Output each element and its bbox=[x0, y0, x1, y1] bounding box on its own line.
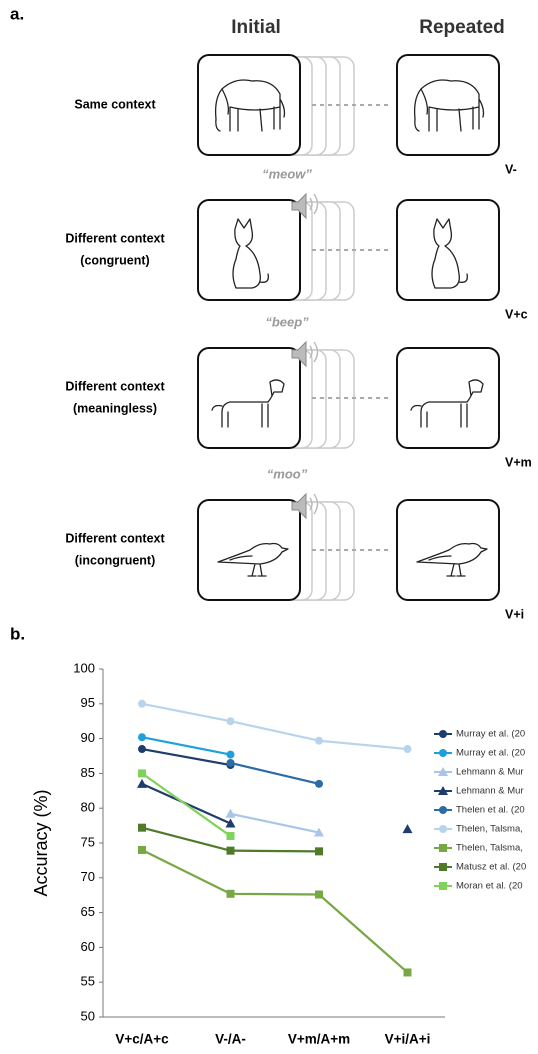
y-tick-label: 75 bbox=[81, 834, 95, 849]
stimulus-card bbox=[198, 348, 300, 448]
y-tick-label: 95 bbox=[81, 695, 95, 710]
condition-code: V+i bbox=[505, 607, 524, 621]
panel-a: a. Initial Repeated Same context V- Differ… bbox=[10, 4, 532, 621]
data-point bbox=[227, 751, 235, 759]
legend-marker bbox=[439, 882, 447, 890]
legend-label: Thelen et al. (20 bbox=[456, 805, 525, 816]
y-tick-label: 65 bbox=[81, 904, 95, 919]
y-tick-label: 55 bbox=[81, 974, 95, 989]
data-point bbox=[315, 780, 323, 788]
series-line bbox=[231, 814, 320, 833]
y-tick-label: 90 bbox=[81, 730, 95, 745]
x-tick-label: V+m/A+m bbox=[288, 1032, 350, 1047]
column-header: Repeated bbox=[419, 17, 505, 38]
y-tick-label: 100 bbox=[73, 660, 95, 675]
condition-code: V+m bbox=[505, 455, 532, 469]
panel-label: a. bbox=[10, 4, 24, 23]
figure: a. Initial Repeated Same context V- Differ… bbox=[0, 0, 538, 1054]
data-point bbox=[138, 846, 146, 854]
data-point bbox=[138, 745, 146, 753]
data-point bbox=[137, 779, 147, 788]
x-tick-label: V+i/A+i bbox=[385, 1032, 431, 1047]
condition-code: V- bbox=[505, 162, 517, 176]
sound-label: “meow” bbox=[262, 166, 312, 181]
panel-label: b. bbox=[10, 624, 25, 643]
stimulus-card bbox=[397, 200, 499, 300]
y-tick-label: 80 bbox=[81, 800, 95, 815]
data-point bbox=[138, 769, 146, 777]
y-tick-label: 60 bbox=[81, 939, 95, 954]
legend-label: Lehmann & Mur bbox=[456, 786, 524, 797]
condition-code: V+c bbox=[505, 307, 528, 321]
column-header: Initial bbox=[231, 17, 281, 38]
legend-label: Lehmann & Mur bbox=[456, 767, 524, 778]
stimulus-card bbox=[198, 200, 300, 300]
data-point bbox=[227, 759, 235, 767]
series-line bbox=[142, 704, 408, 749]
chart: 50 55 60 65 70 75 80 85 90 95 100 V+c/A+c V-/A- V+m/A… bbox=[31, 660, 526, 1046]
y-axis-label: Accuracy (%) bbox=[31, 789, 51, 896]
legend-marker bbox=[439, 730, 447, 738]
series-line bbox=[142, 773, 231, 836]
row-label: (meaningless) bbox=[73, 401, 157, 415]
legend-marker bbox=[439, 749, 447, 757]
legend-label: Thelen, Talsma, bbox=[456, 824, 523, 835]
row-label: Different context bbox=[65, 379, 165, 393]
series-line bbox=[142, 850, 408, 972]
data-point bbox=[226, 809, 236, 818]
data-point bbox=[315, 891, 323, 899]
data-point bbox=[227, 832, 235, 840]
legend-label: Murray et al. (20 bbox=[456, 748, 525, 759]
legend-label: Murray et al. (20 bbox=[456, 729, 525, 740]
data-point bbox=[315, 847, 323, 855]
data-point bbox=[138, 733, 146, 741]
data-point bbox=[315, 737, 323, 745]
stimulus-card bbox=[397, 55, 499, 155]
row-label: Different context bbox=[65, 231, 165, 245]
row-label: Same context bbox=[74, 97, 156, 111]
y-tick-label: 70 bbox=[81, 869, 95, 884]
legend-label: Matusz et al. (20 bbox=[456, 862, 526, 873]
legend-marker bbox=[439, 863, 447, 871]
data-point bbox=[403, 824, 413, 833]
sound-label: “moo” bbox=[267, 466, 308, 481]
data-point bbox=[227, 890, 235, 898]
legend-marker bbox=[439, 825, 447, 833]
row-label: (congruent) bbox=[80, 253, 149, 267]
data-point bbox=[404, 745, 412, 753]
data-point bbox=[404, 968, 412, 976]
row-label: Different context bbox=[65, 531, 165, 545]
legend-marker bbox=[439, 806, 447, 814]
data-point bbox=[138, 700, 146, 708]
legend-marker bbox=[439, 844, 447, 852]
data-point bbox=[227, 847, 235, 855]
stimulus-card bbox=[198, 55, 300, 155]
stimulus-card bbox=[397, 348, 499, 448]
data-point bbox=[138, 824, 146, 832]
y-tick-label: 85 bbox=[81, 765, 95, 780]
data-point bbox=[227, 717, 235, 725]
sound-label: “beep” bbox=[265, 314, 309, 329]
legend-label: Moran et al. (20 bbox=[456, 881, 523, 892]
row-label: (incongruent) bbox=[75, 553, 156, 567]
x-tick-label: V-/A- bbox=[215, 1032, 246, 1047]
x-tick-label: V+c/A+c bbox=[115, 1032, 169, 1047]
legend-label: Thelen, Talsma, bbox=[456, 843, 523, 854]
y-tick-label: 50 bbox=[81, 1008, 95, 1023]
series-line bbox=[231, 763, 320, 784]
